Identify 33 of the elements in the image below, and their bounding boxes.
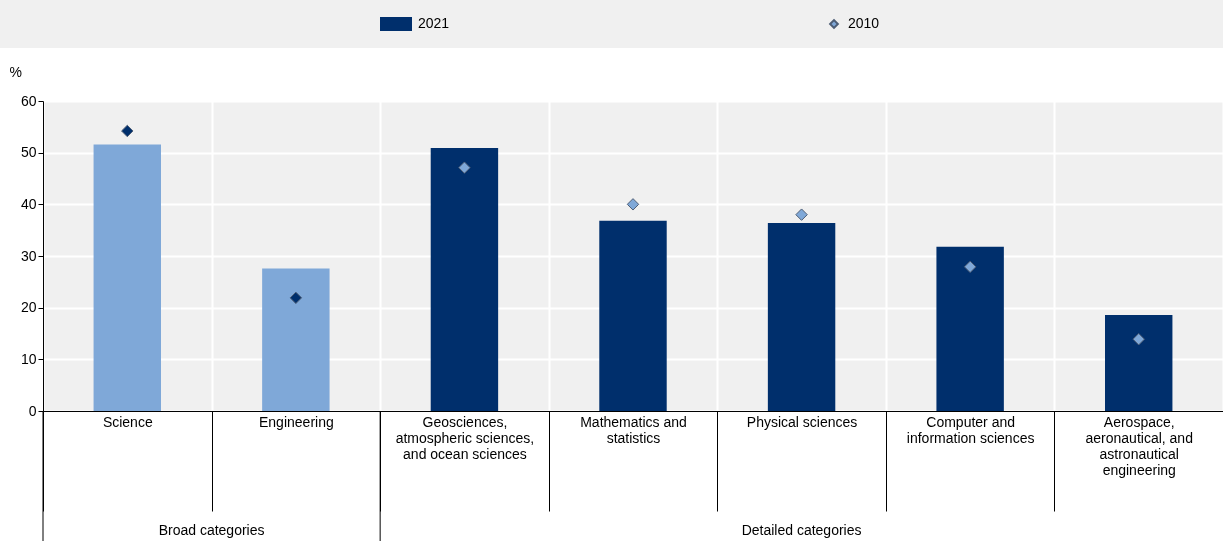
- x-tick-label: Mathematics and statistics: [580, 413, 687, 446]
- point: [289, 291, 303, 305]
- x-tick-label: Computer and information sciences: [906, 413, 1035, 446]
- y-tick-label: 20: [20, 299, 37, 316]
- point: [121, 124, 134, 138]
- point: [626, 198, 640, 211]
- bar: [93, 144, 161, 411]
- point: [1132, 332, 1145, 346]
- x-tick-label: Physical sciences: [746, 413, 858, 430]
- bar: [936, 246, 1004, 411]
- y-tick-label: 50: [20, 144, 37, 161]
- y-tick-label: 0: [28, 402, 37, 419]
- y-tick-label: 60: [20, 92, 37, 109]
- y-axis-title: %: [9, 63, 22, 80]
- x-tick-label: Science: [102, 413, 153, 430]
- point: [795, 208, 808, 221]
- y-tick-label: 40: [20, 195, 37, 212]
- text: Detailed categories: [741, 522, 862, 538]
- bar: [430, 148, 499, 411]
- x-tick-label: Aerospace, aeronautical, and astronautical engineering: [1085, 413, 1193, 478]
- bar: [599, 220, 667, 411]
- y-tick-label: 10: [20, 350, 37, 367]
- text: Broad categories: [158, 522, 265, 538]
- legend-label: 2021: [418, 15, 450, 31]
- y-tick-label: 30: [20, 247, 37, 264]
- point: [963, 260, 977, 274]
- x-tick-label: Engineering: [258, 413, 334, 430]
- legend-label: 2010: [848, 15, 880, 31]
- bar: [767, 222, 836, 411]
- x-tick-label: Geosciences, atmospheric sciences, and ocean sciences: [395, 413, 535, 462]
- bar: [262, 268, 330, 411]
- bar: [1105, 314, 1173, 411]
- point: [458, 161, 471, 174]
